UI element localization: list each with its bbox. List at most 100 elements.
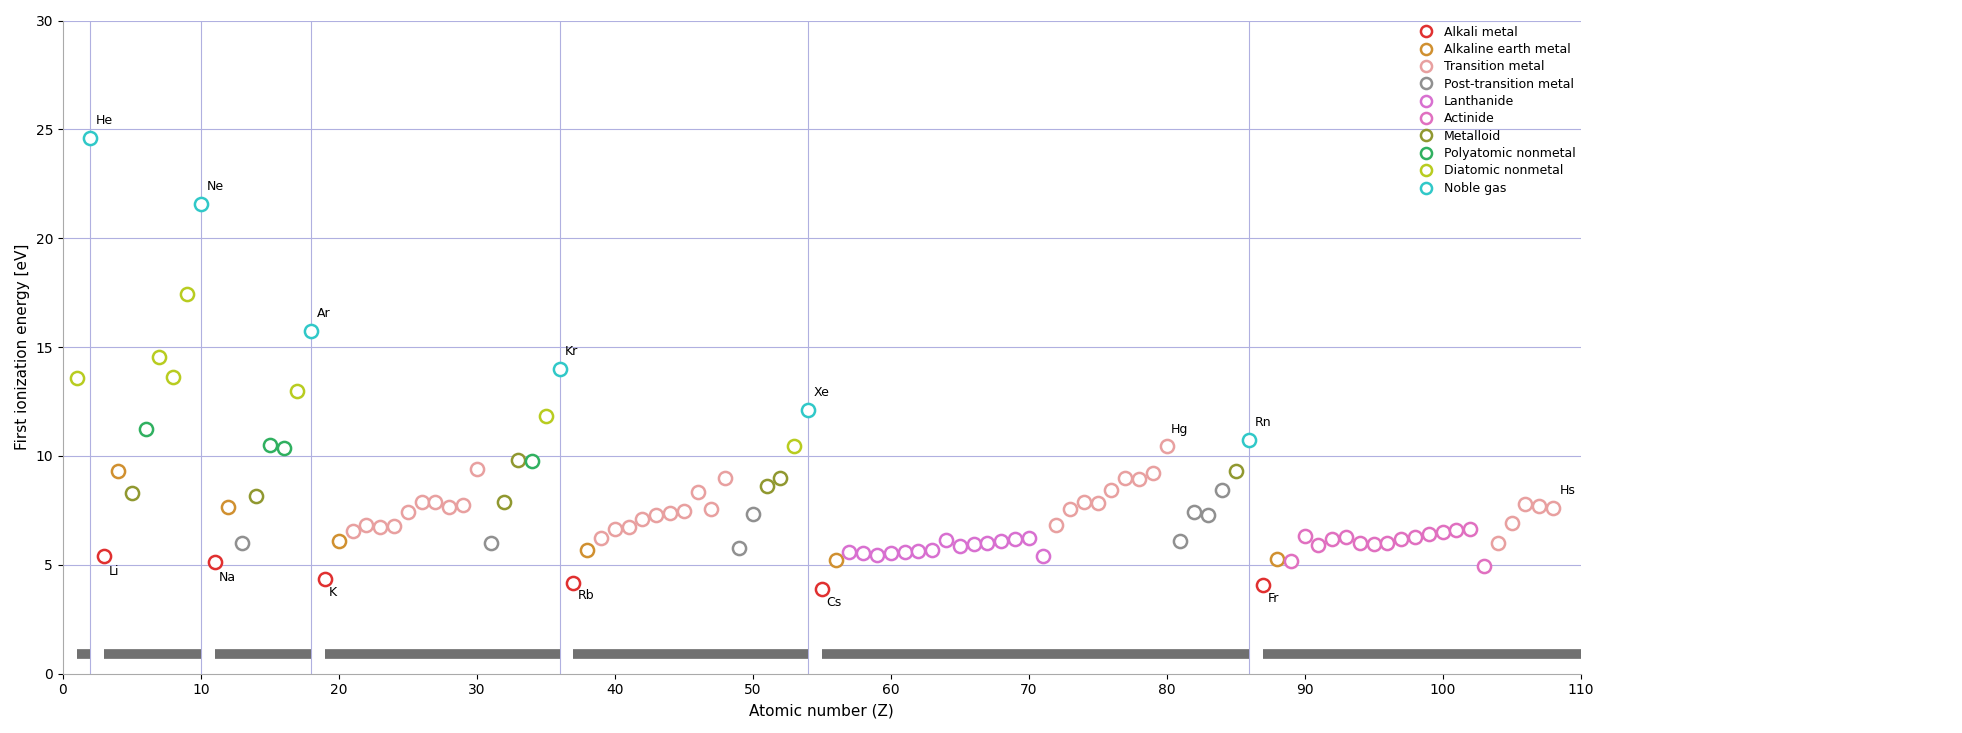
Point	[129, 423, 161, 435]
Point	[598, 523, 630, 535]
Point	[1289, 531, 1320, 542]
Point	[502, 454, 534, 466]
Point	[530, 410, 561, 422]
Point	[557, 577, 589, 589]
Point	[1179, 507, 1211, 518]
Point	[1468, 560, 1499, 572]
Point	[1524, 500, 1556, 512]
Point	[710, 472, 742, 484]
Point	[434, 501, 465, 513]
Y-axis label: First ionization energy [eV]: First ionization energy [eV]	[16, 244, 29, 450]
Point	[1426, 526, 1458, 538]
Point	[653, 507, 685, 519]
Point	[571, 544, 602, 556]
Point	[1509, 498, 1540, 509]
Point	[765, 471, 797, 483]
Point	[1081, 497, 1112, 509]
Point	[296, 325, 328, 336]
Point	[683, 486, 714, 498]
Point	[447, 500, 479, 512]
Point	[1481, 537, 1513, 548]
Point	[834, 546, 865, 558]
Point	[669, 506, 700, 517]
Point	[226, 537, 257, 549]
Point	[516, 455, 547, 467]
Point	[640, 509, 671, 521]
Text: Cs: Cs	[826, 595, 842, 608]
Point	[1207, 485, 1238, 496]
Point	[102, 465, 133, 476]
Point	[1317, 533, 1348, 545]
Point	[1538, 502, 1570, 514]
Point	[806, 583, 838, 594]
Text: Fr: Fr	[1267, 592, 1279, 605]
Point	[875, 548, 906, 559]
Point	[1330, 531, 1362, 543]
Point	[999, 533, 1030, 545]
Point	[1344, 537, 1375, 548]
Point	[820, 554, 852, 566]
Point	[585, 532, 616, 544]
Point	[738, 508, 769, 520]
Point	[1152, 441, 1183, 452]
Point	[971, 537, 1003, 548]
Point	[957, 539, 989, 550]
Point	[889, 546, 920, 558]
Point	[324, 535, 355, 547]
Point	[1275, 556, 1307, 567]
Point	[1110, 473, 1142, 485]
Point	[779, 441, 810, 452]
Point	[903, 545, 934, 556]
Point	[1097, 484, 1128, 496]
Point	[1385, 533, 1417, 545]
Point	[1040, 519, 1071, 531]
Point	[255, 440, 286, 452]
Point	[985, 535, 1016, 547]
Point	[283, 386, 314, 397]
Point	[475, 537, 506, 549]
Point	[1067, 497, 1099, 509]
Text: Ar: Ar	[316, 306, 330, 320]
Point	[1440, 525, 1472, 537]
Point	[212, 501, 243, 513]
Point	[157, 372, 188, 383]
Text: He: He	[96, 114, 114, 128]
Text: Hg: Hg	[1171, 422, 1189, 435]
Point	[310, 573, 341, 585]
Point	[543, 363, 575, 375]
Text: Hs: Hs	[1560, 485, 1575, 498]
Point	[944, 540, 975, 552]
Point	[198, 556, 230, 567]
Point	[1026, 550, 1058, 561]
Point	[1371, 537, 1403, 549]
Point	[612, 520, 644, 532]
Point	[1399, 531, 1430, 543]
Point	[1234, 434, 1265, 446]
Text: Rn: Rn	[1256, 416, 1271, 429]
Point	[420, 496, 451, 508]
Point	[626, 513, 657, 525]
Point	[365, 521, 396, 533]
Point	[143, 351, 175, 363]
Point	[697, 503, 728, 515]
Point	[1124, 473, 1156, 485]
Text: Li: Li	[108, 565, 120, 578]
Point	[1054, 504, 1085, 515]
Point	[848, 548, 879, 559]
Point	[793, 404, 824, 416]
Point	[337, 525, 369, 537]
Point	[916, 545, 948, 556]
Point	[116, 487, 147, 499]
Point	[1012, 531, 1044, 543]
Point	[489, 496, 520, 507]
Point	[241, 490, 273, 502]
Point	[1248, 579, 1279, 591]
Point	[861, 549, 893, 561]
Point	[1495, 517, 1526, 529]
X-axis label: Atomic number (Z): Atomic number (Z)	[749, 703, 895, 718]
Point	[724, 542, 755, 553]
Text: Xe: Xe	[814, 386, 830, 399]
Point	[379, 520, 410, 532]
Point	[1138, 467, 1169, 479]
Text: Kr: Kr	[565, 345, 579, 358]
